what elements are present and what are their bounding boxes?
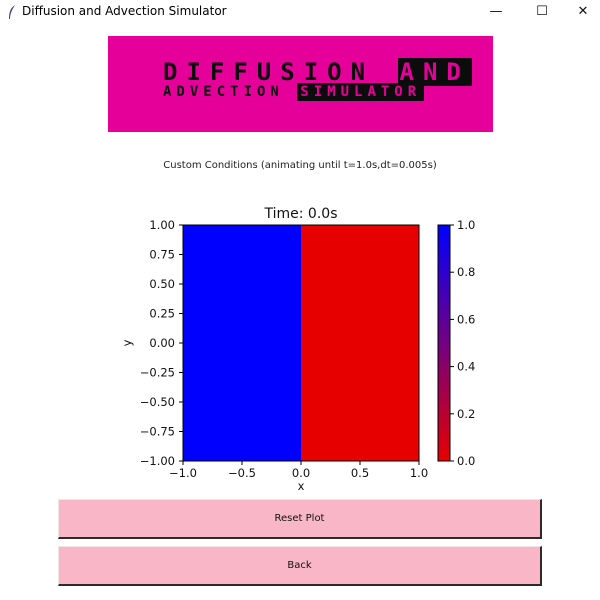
x-tick-label: −0.5: [228, 466, 256, 480]
conditions-label: Custom Conditions (animating until t=1.0…: [163, 160, 437, 171]
y-tick-label: −0.25: [140, 366, 175, 380]
colorbar-tick-label: 0.8: [457, 265, 475, 279]
colorbar: [437, 224, 451, 462]
y-tick-label: 0.50: [149, 277, 175, 291]
colorbar-tick-label: 0.2: [457, 407, 475, 421]
heatmap-plot: Time: 0.0s −1.0 −0.5 0.0 0.5 1.0 1.00 0.75 0.50 0…: [120, 206, 475, 493]
y-tick-label: −0.50: [140, 395, 175, 409]
maximize-button[interactable]: ☐: [536, 3, 548, 19]
logo-text-diffusion: DIFFUSION: [163, 58, 398, 86]
y-tick-label: −1.00: [140, 454, 175, 468]
plot-title: Time: 0.0s: [264, 206, 338, 222]
colorbar-tick-label: 0.0: [457, 454, 475, 468]
x-tick-label: −1.0: [169, 466, 197, 480]
logo-text-and: AND: [397, 58, 472, 86]
colorbar-tick-label: 0.6: [457, 312, 475, 326]
reset-plot-button[interactable]: Reset Plot: [58, 499, 542, 539]
colorbar-tick-label: 0.4: [457, 360, 475, 374]
y-tick-label: 0.75: [149, 248, 175, 262]
close-button[interactable]: ✕: [577, 3, 589, 19]
title-bar: Diffusion and Advection Simulator — ☐ ✕: [0, 0, 600, 24]
window-title: Diffusion and Advection Simulator: [22, 4, 227, 18]
y-tick-label: 0.25: [149, 307, 175, 321]
app-logo: DIFFUSION AND ADVECTION SIMULATOR: [108, 36, 493, 132]
y-tick-label: 0.00: [149, 336, 175, 350]
minimize-button[interactable]: —: [489, 3, 503, 19]
x-axis-label: x: [298, 479, 305, 493]
heatmap-region-2: [301, 225, 419, 461]
logo-line-2: ADVECTION SIMULATOR: [163, 83, 425, 101]
y-tick-label: −0.75: [140, 425, 175, 439]
x-tick-label: 0.0: [292, 466, 310, 480]
y-tick-label: 1.00: [149, 218, 175, 232]
logo-text-advection: ADVECTION: [163, 84, 298, 100]
back-button[interactable]: Back: [58, 546, 542, 586]
x-tick-label: 1.0: [410, 466, 428, 480]
y-axis-label: y: [120, 339, 134, 346]
colorbar-tick-label: 1.0: [457, 218, 475, 232]
x-tick-label: 0.5: [351, 466, 369, 480]
logo-text-simulator: SIMULATOR: [297, 83, 425, 101]
feather-icon: [9, 5, 15, 19]
heatmap-region-1: [183, 225, 301, 461]
logo-line-1: DIFFUSION AND: [163, 58, 472, 86]
